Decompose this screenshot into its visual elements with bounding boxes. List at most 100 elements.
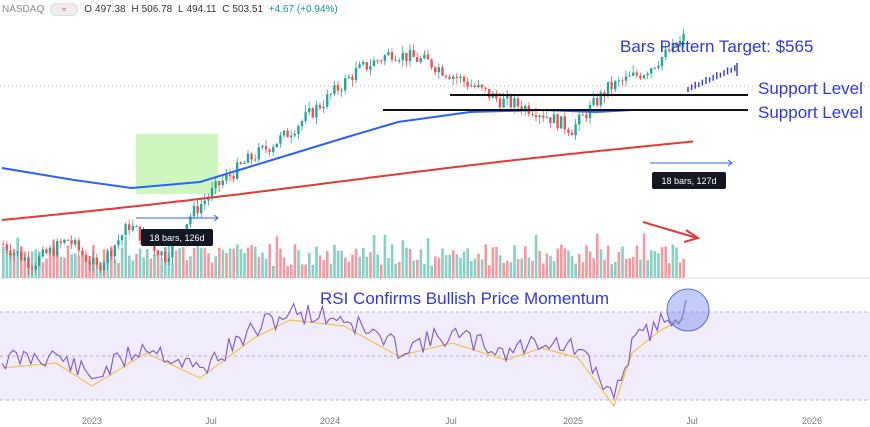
candle-body [304, 112, 307, 121]
volume-bar [261, 252, 264, 278]
volume-bar [603, 259, 606, 278]
volume-bar [59, 256, 63, 278]
candle-body [52, 247, 55, 256]
volume-bar [74, 253, 77, 278]
volume-bar [441, 248, 444, 278]
candle-body [254, 159, 257, 161]
candle-body [16, 251, 19, 253]
x-tick-2024: 2024 [320, 416, 340, 426]
volume-bar [9, 252, 12, 278]
candle-body [621, 80, 624, 82]
volume-bar [207, 253, 210, 278]
ohlc-readout: O 497.38 H 506.78 L 494.11 C 503.51 +4.67 (+… [84, 4, 341, 15]
candle-body [596, 97, 599, 106]
volume-bar [455, 254, 459, 278]
long-moving-average [1, 140, 694, 221]
candle-body [376, 60, 379, 62]
candle-body [171, 241, 174, 258]
volume-bar [606, 245, 610, 278]
volume-bar [117, 263, 120, 278]
volume-bar [2, 246, 5, 278]
volume-bar [675, 247, 678, 278]
candle-body [110, 250, 113, 257]
candle-body [27, 257, 30, 268]
volume-bar [527, 257, 531, 278]
candle-body [308, 108, 311, 113]
volume-bar [624, 259, 628, 278]
candle-body [678, 40, 682, 46]
volume-bar [390, 244, 394, 278]
candle-body [56, 241, 59, 256]
volume-bar [264, 258, 268, 278]
candle-body [437, 67, 440, 73]
volume-bar [434, 256, 437, 278]
volume-bar [243, 253, 246, 278]
candle-body [545, 117, 548, 119]
candle-body [225, 174, 228, 181]
volume-bar [653, 251, 657, 278]
candle-body [272, 147, 275, 152]
volume-bar [506, 260, 509, 278]
candle-body [452, 76, 455, 80]
x-tick-jul-2024: Jul [445, 416, 457, 426]
candle-body [660, 57, 664, 66]
candle-body [632, 72, 635, 76]
volume-bar [304, 264, 307, 278]
candle-body [92, 258, 95, 265]
volume-bar [347, 261, 351, 278]
candle-body [95, 258, 98, 265]
volume-bar [650, 250, 653, 278]
candle-body [74, 240, 77, 245]
volume-bar [336, 250, 340, 278]
candle-body [167, 257, 170, 263]
candle-body [358, 64, 361, 68]
projected-bars [687, 63, 738, 92]
candle-body [563, 116, 566, 130]
candle-body [30, 267, 34, 270]
volume-bar [570, 256, 574, 278]
candle-body [502, 98, 505, 108]
volume-bar [542, 263, 545, 278]
volume-bar [484, 244, 487, 278]
volume-bar [290, 264, 293, 278]
candle-body [635, 72, 638, 76]
candle-body [203, 200, 206, 204]
low-value: 494.11 [186, 3, 217, 15]
candle-body [657, 65, 660, 68]
candle-body [506, 95, 509, 99]
support-label-1: Support Level [758, 79, 863, 98]
volume-bar [192, 247, 196, 278]
volume-bar [200, 248, 203, 278]
volume-bar [419, 249, 423, 278]
volume-bar [480, 259, 484, 278]
close-value: 503.51 [232, 3, 264, 15]
volume-bar [365, 256, 369, 278]
candle-body [322, 106, 325, 109]
candle-body [542, 115, 545, 118]
candle-body [156, 250, 160, 256]
volume-bar [135, 253, 138, 278]
bars-box-2 [652, 172, 726, 189]
candle-body [412, 50, 415, 58]
volume-bar [635, 245, 639, 278]
open-label: O [84, 3, 93, 15]
volume-bar [41, 262, 45, 278]
volume-bar [642, 233, 646, 278]
candle-body [570, 132, 574, 136]
bars-box-1 [141, 229, 213, 246]
volume-bar [592, 258, 595, 278]
volume-bar [171, 263, 174, 278]
volume-arrow-head [683, 229, 701, 243]
candle-body [408, 50, 412, 62]
volume-bar [376, 254, 379, 278]
candle-body [552, 114, 556, 123]
candle-body [480, 84, 484, 88]
symbol-header: NASDAQ ≈ O 497.38 H 506.78 L 494.11 C 503.51… [0, 0, 870, 18]
volume-bar [329, 263, 333, 278]
chart-type-toggle-icon[interactable]: ≈ [50, 2, 79, 16]
candle-body [333, 85, 336, 94]
candle-body [405, 52, 408, 62]
candle-body [668, 49, 671, 52]
candle-body [214, 181, 217, 189]
